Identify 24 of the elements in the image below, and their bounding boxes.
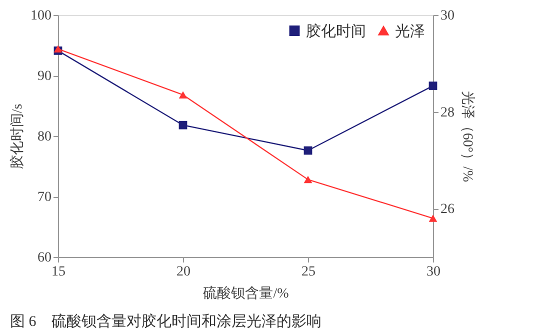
y-tick-label: 80 (38, 130, 52, 144)
x-tick-label: 25 (302, 264, 316, 280)
legend-label: 光泽 (395, 22, 425, 40)
y-tick-label: 100 (30, 8, 52, 24)
y2-axis-title: 光泽（60°）/% (460, 90, 476, 182)
x-tick-label: 30 (426, 264, 440, 280)
y2-tick-label: 28 (440, 105, 454, 120)
x-tick-label: 15 (52, 264, 66, 280)
x-axis-title: 硫酸钡含量/% (203, 286, 290, 302)
legend-label: 胶化时间 (306, 22, 366, 40)
y2-tick-label: 26 (440, 202, 454, 218)
x-tick-label: 20 (176, 264, 190, 280)
point (428, 82, 438, 90)
point (178, 91, 188, 98)
y-tick-label: 70 (38, 190, 52, 205)
y-tick-label: 90 (38, 69, 52, 84)
point (178, 120, 188, 130)
y-axis-title: 胶化时间/s (10, 104, 26, 170)
point (428, 214, 438, 222)
caption: 图 6 硫酸钡含量对胶化时间和涂层光泽的影响 (10, 313, 322, 330)
point (304, 176, 312, 184)
y-tick-label: 60 (38, 250, 52, 266)
y2-tick-label: 30 (440, 8, 454, 24)
point (304, 146, 312, 155)
